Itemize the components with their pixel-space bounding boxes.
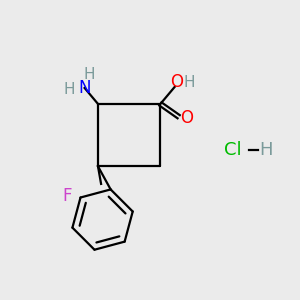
Text: H: H	[63, 82, 75, 97]
Text: O: O	[181, 109, 194, 127]
Text: H: H	[83, 67, 95, 82]
Text: F: F	[62, 187, 72, 205]
Text: H: H	[183, 75, 195, 90]
Text: H: H	[259, 141, 273, 159]
Text: O: O	[170, 74, 183, 92]
Text: N: N	[78, 79, 91, 97]
Text: Cl: Cl	[224, 141, 242, 159]
